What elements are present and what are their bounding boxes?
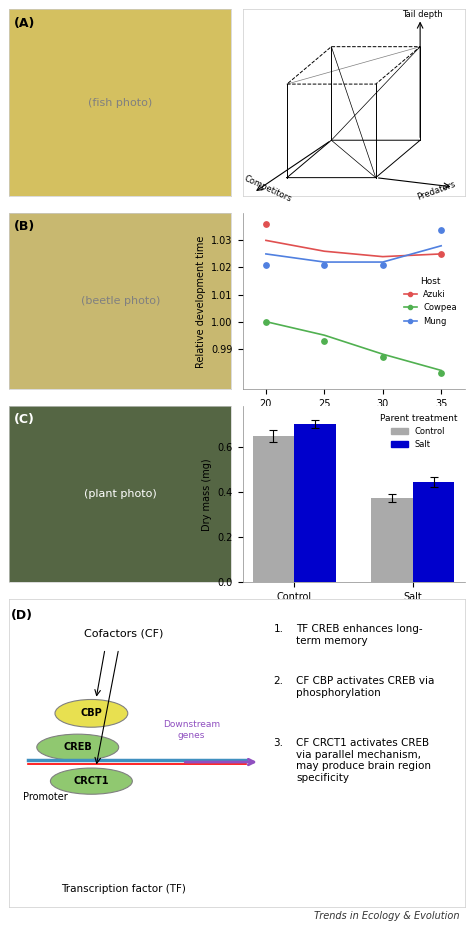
Point [438,366,445,381]
Text: (C): (C) [14,413,35,426]
Y-axis label: Relative development time: Relative development time [196,235,206,368]
Legend: Control, Salt: Control, Salt [376,410,460,453]
Text: Competitors: Competitors [243,174,293,204]
Text: 1.: 1. [273,624,283,634]
Text: Predators: Predators [416,180,457,202]
X-axis label: Temperature (°C): Temperature (°C) [311,415,396,425]
Text: Cofactors (CF): Cofactors (CF) [83,629,163,638]
Point [262,314,270,329]
X-axis label: Offspring treatment: Offspring treatment [305,607,402,618]
Text: TF CREB enhances long-
term memory: TF CREB enhances long- term memory [296,624,423,645]
Text: (B): (B) [14,220,35,233]
Point [320,333,328,348]
Y-axis label: Dry mass (mg): Dry mass (mg) [202,458,212,531]
Text: (D): (D) [10,608,32,621]
Text: CRCT1: CRCT1 [73,776,109,786]
Ellipse shape [55,699,128,727]
Text: CBP: CBP [81,708,102,719]
Point [262,257,270,272]
Text: Promoter: Promoter [23,792,68,802]
Text: (plant photo): (plant photo) [84,489,157,499]
Text: (fish photo): (fish photo) [88,98,153,107]
Bar [253,436,294,582]
Bar [413,482,455,582]
Ellipse shape [50,768,132,795]
Ellipse shape [37,734,118,760]
Text: (A): (A) [14,17,35,30]
Bar [371,498,413,582]
Point [438,246,445,261]
Point [379,349,386,364]
Point [262,217,270,232]
Text: CREB: CREB [64,743,92,752]
Bar [294,424,336,582]
Text: 3.: 3. [273,738,283,748]
Text: (beetle photo): (beetle photo) [81,296,160,307]
Text: Trends in Ecology & Evolution: Trends in Ecology & Evolution [314,911,460,921]
Text: Downstream
genes: Downstream genes [163,720,220,740]
Point [320,257,328,272]
Text: CF CBP activates CREB via
phosphorylation: CF CBP activates CREB via phosphorylatio… [296,676,435,698]
Text: Tail depth: Tail depth [402,10,443,19]
Text: 2.: 2. [273,676,283,686]
Legend: Azuki, Cowpea, Mung: Azuki, Cowpea, Mung [401,274,460,329]
Point [379,257,386,272]
Text: CF CRCT1 activates CREB
via parallel mechanism,
may produce brain region
specifi: CF CRCT1 activates CREB via parallel mec… [296,738,431,782]
Text: Transcription factor (TF): Transcription factor (TF) [61,884,186,895]
Point [438,222,445,237]
